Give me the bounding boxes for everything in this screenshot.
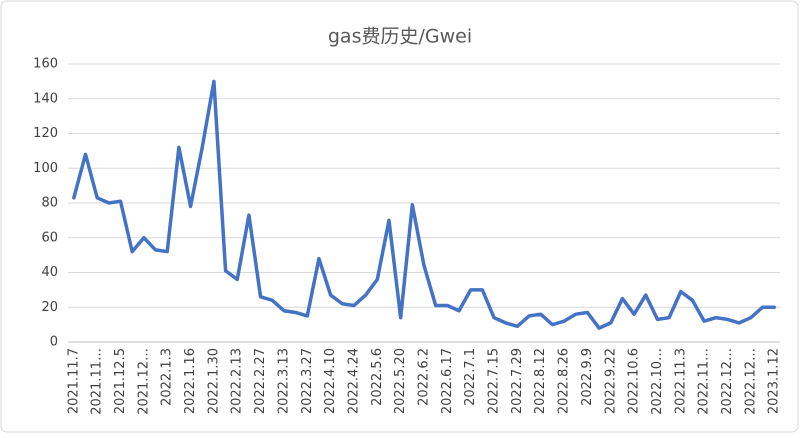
x-tick-label: 2022.1.30: [206, 348, 221, 414]
x-tick-label: 2022.7.1: [463, 348, 478, 406]
x-tick-label: 2022.11.3: [673, 348, 688, 414]
x-tick-label: 2022.7.29: [510, 348, 525, 414]
x-tick-label: 2022.6.17: [440, 348, 455, 414]
x-tick-label: 2022.9.9: [580, 348, 595, 406]
x-tick-label: 2022.7.15: [487, 348, 502, 414]
x-tick-label: 2023.1.12: [767, 348, 782, 414]
x-tick-label: 2022.4.10: [323, 348, 338, 414]
y-tick-label: 80: [41, 196, 58, 211]
x-tick-label: 2022.10.6: [627, 348, 642, 414]
x-tick-label: 2022.12…: [720, 348, 735, 415]
y-tick-label: 160: [33, 57, 58, 72]
y-tick-label: 60: [41, 230, 58, 245]
x-tick-label: 2022.1.16: [183, 348, 198, 414]
line-series: [72, 79, 776, 330]
y-tick-label: 100: [33, 161, 58, 176]
x-tick-label: 2022.1.3: [160, 348, 175, 406]
y-tick-label: 40: [41, 265, 58, 280]
y-tick-label: 20: [41, 300, 58, 315]
x-tick-label: 2022.5.20: [393, 348, 408, 414]
x-tick-label: 2021.11.7: [66, 348, 81, 414]
x-tick-label: 2022.8.12: [533, 348, 548, 414]
y-tick-label: 140: [33, 91, 58, 106]
x-tick-label: 2022.11…: [697, 348, 712, 415]
chart-title: gas费历史/Gwei: [328, 26, 472, 48]
x-tick-label: 2022.8.26: [557, 348, 572, 414]
x-tick-label: 2022.2.13: [230, 348, 245, 414]
x-tick-label: 2021.12.5: [113, 348, 128, 414]
x-tick-label: 2022.10…: [650, 348, 665, 415]
x-tick-label: 2022.9.22: [603, 348, 618, 414]
x-tick-label: 2022.2.27: [253, 348, 268, 414]
x-tick-label: 2022.5.6: [370, 348, 385, 406]
y-tick-label: 120: [33, 126, 58, 141]
x-tick-label: 2022.3.13: [276, 348, 291, 414]
x-tick-label: 2021.11…: [90, 348, 105, 415]
x-tick-label: 2021.12…: [136, 348, 151, 415]
x-tick-label: 2022.12…: [743, 348, 758, 415]
x-tick-label: 2022.4.24: [346, 348, 361, 414]
y-tick-label: 0: [50, 335, 58, 350]
x-tick-label: 2022.6.2: [417, 348, 432, 406]
x-tick-label: 2022.3.27: [300, 348, 315, 414]
